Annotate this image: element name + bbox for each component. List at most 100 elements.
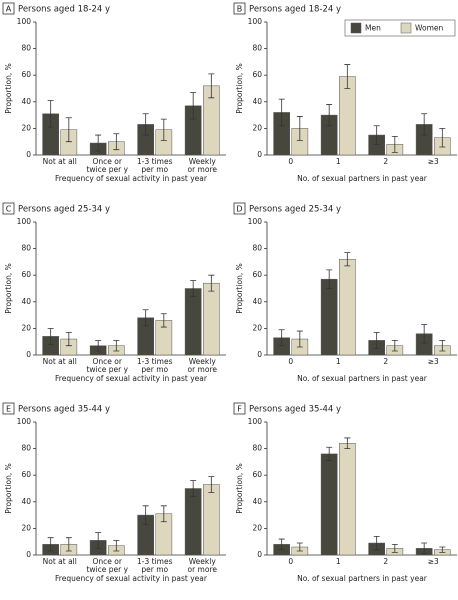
bar	[320, 453, 338, 556]
x-tick-label: ≥3	[428, 157, 439, 166]
error-bar	[95, 134, 102, 152]
error-bar	[391, 543, 398, 553]
y-axis-label: Proportion, %	[235, 63, 244, 114]
y-tick-label: 100	[248, 417, 263, 426]
y-axis-label: Proportion, %	[4, 63, 13, 114]
error-bar	[190, 280, 197, 297]
y-tick-label: 40	[21, 497, 31, 506]
error-bar	[142, 505, 149, 525]
y-tick-label: 20	[21, 523, 31, 532]
y-tick-label: 80	[252, 44, 262, 53]
y-axis-label: Proportion, %	[4, 263, 13, 314]
x-axis-label: Frequency of sexual activity in past yea…	[55, 374, 208, 383]
error-bar	[326, 269, 333, 289]
error-bar	[190, 480, 197, 497]
panel-letter-box	[2, 2, 15, 15]
y-tick-label: 20	[252, 523, 262, 532]
x-tick-label: Weekly	[189, 157, 217, 166]
y-tick-label: 60	[252, 470, 262, 479]
x-axis-label: No. of sexual partners in past year	[297, 574, 428, 583]
panel-title: Persons aged 35-44 y	[18, 405, 110, 415]
x-tick-label: or more	[188, 565, 218, 574]
error-bar	[439, 128, 446, 148]
y-tick-label: 0	[257, 550, 262, 559]
legend-label: Men	[365, 24, 381, 33]
y-tick-label: 0	[26, 350, 31, 359]
error-bar	[373, 125, 380, 145]
y-tick-label: 60	[21, 270, 31, 279]
error-bar	[47, 328, 54, 345]
x-tick-label: per mo	[141, 365, 168, 374]
bar	[339, 258, 356, 356]
legend-swatch	[350, 22, 362, 34]
error-bar	[278, 329, 285, 347]
y-axis-label: Proportion, %	[235, 463, 244, 514]
y-tick-label: 80	[252, 244, 262, 253]
error-bar	[391, 135, 398, 153]
y-tick-label: 60	[21, 70, 31, 79]
error-bar	[439, 339, 446, 352]
x-axis-label: Frequency of sexual activity in past yea…	[55, 574, 208, 583]
error-bar	[421, 542, 428, 555]
panel-letter-box	[233, 2, 246, 15]
y-tick-label: 80	[21, 44, 31, 53]
y-tick-label: 40	[252, 97, 262, 106]
error-bar	[421, 324, 428, 344]
y-tick-label: 60	[252, 270, 262, 279]
error-bar	[326, 104, 333, 127]
error-bar	[208, 274, 215, 292]
x-tick-label: Once or	[93, 157, 123, 166]
bar	[339, 443, 356, 556]
y-tick-label: 0	[257, 350, 262, 359]
x-tick-label: 1	[336, 557, 341, 566]
x-tick-label: Not at all	[43, 557, 77, 566]
x-tick-label: Not at all	[43, 157, 77, 166]
y-tick-label: 40	[252, 497, 262, 506]
panel-letter: F	[237, 405, 242, 414]
y-tick-label: 40	[21, 297, 31, 306]
error-bar	[65, 537, 72, 552]
x-tick-label: twice per y	[86, 165, 128, 174]
error-bar	[142, 113, 149, 136]
x-tick-label: Once or	[93, 557, 123, 566]
x-tick-label: ≥3	[428, 557, 439, 566]
panel-letter: E	[6, 405, 11, 414]
y-tick-label: 20	[21, 123, 31, 132]
bar	[184, 288, 202, 356]
y-tick-label: 60	[252, 70, 262, 79]
x-tick-label: ≥3	[428, 357, 439, 366]
error-bar	[113, 133, 120, 151]
x-tick-label: per mo	[141, 565, 168, 574]
x-tick-label: or more	[188, 365, 218, 374]
error-bar	[344, 252, 351, 267]
error-bar	[65, 117, 72, 143]
x-tick-label: 1-3 times	[137, 157, 173, 166]
error-bar	[142, 309, 149, 327]
bar	[320, 278, 338, 356]
y-tick-label: 100	[17, 217, 32, 226]
error-bar	[208, 73, 215, 99]
x-tick-label: Not at all	[43, 357, 77, 366]
error-bar	[113, 339, 120, 352]
x-tick-label: 1	[336, 357, 341, 366]
error-bar	[373, 535, 380, 551]
legend-swatch	[400, 22, 412, 34]
panel-letter-box	[233, 402, 246, 415]
x-tick-label: 1	[336, 157, 341, 166]
y-tick-label: 100	[17, 417, 32, 426]
error-bar	[95, 531, 102, 549]
panel-letter: A	[6, 5, 12, 14]
error-bar	[160, 505, 167, 523]
x-tick-label: per mo	[141, 165, 168, 174]
error-bar	[113, 539, 120, 552]
panel-letter: B	[237, 5, 243, 14]
y-axis-label: Proportion, %	[4, 463, 13, 514]
x-tick-label: twice per y	[86, 565, 128, 574]
y-tick-label: 80	[252, 444, 262, 453]
error-bar	[160, 313, 167, 328]
x-tick-label: twice per y	[86, 365, 128, 374]
error-bar	[326, 446, 333, 461]
error-bar	[421, 113, 428, 136]
y-tick-label: 20	[252, 123, 262, 132]
y-tick-label: 100	[248, 17, 263, 26]
